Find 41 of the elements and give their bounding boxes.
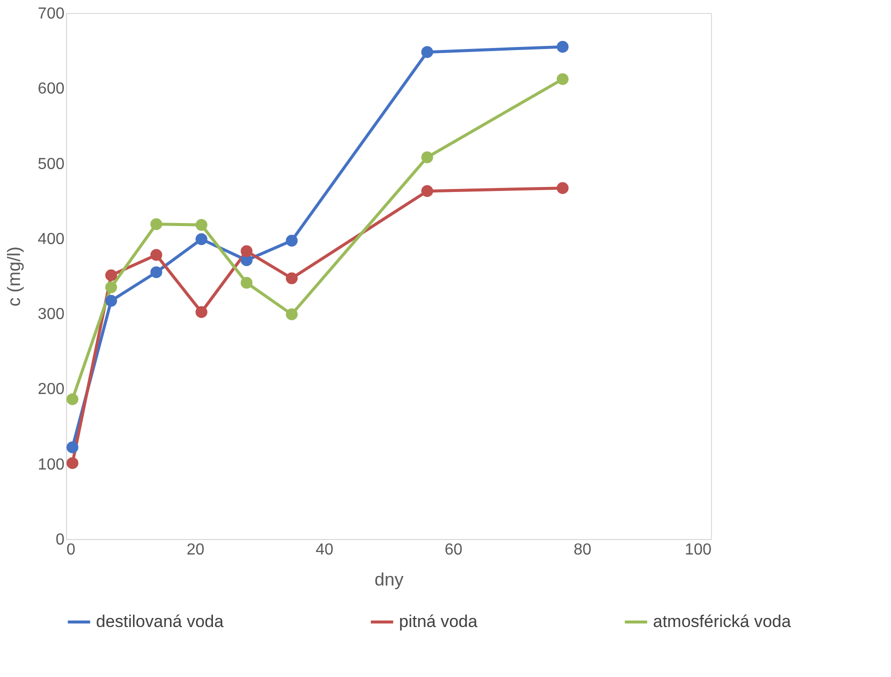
point (150, 249, 162, 261)
y-tick-label: 700 (38, 6, 65, 22)
point (421, 46, 434, 58)
point (66, 393, 78, 406)
y-tick-label: 300 (38, 306, 65, 324)
point (196, 219, 208, 231)
point (286, 272, 298, 284)
point (286, 234, 298, 247)
y-tick-label: 500 (38, 156, 65, 173)
x-axis-title: dny (374, 570, 404, 590)
x-tick-label: 100 (684, 542, 712, 558)
x-tick-label: 20 (186, 542, 204, 558)
point (556, 40, 569, 53)
point (150, 266, 162, 278)
x-tick-label: 80 (574, 542, 592, 558)
y-tick-label: 600 (38, 80, 65, 98)
point (421, 151, 434, 164)
point (66, 457, 78, 470)
y-tick-label: 400 (38, 230, 65, 248)
y-tick-label: 100 (38, 456, 65, 474)
point (556, 73, 569, 86)
point (196, 306, 208, 318)
point (286, 308, 298, 320)
x-tick-label: 0 (66, 542, 76, 558)
legend-label: destilovaná voda (96, 612, 224, 631)
point (105, 269, 118, 282)
legend-label: pitná voda (399, 612, 478, 631)
point (240, 276, 253, 289)
y-axis-title: c (mg/l) (4, 246, 24, 306)
legend-label: atmosférická voda (653, 612, 792, 631)
point (421, 185, 434, 197)
point (105, 281, 118, 294)
x-tick-label: 60 (444, 542, 462, 558)
y-tick-label: 200 (38, 381, 65, 398)
point (556, 182, 569, 194)
point (150, 218, 162, 230)
point (66, 441, 78, 454)
point (196, 233, 208, 246)
point (105, 294, 118, 307)
x-tick-label: 40 (316, 542, 334, 558)
point (240, 245, 253, 258)
